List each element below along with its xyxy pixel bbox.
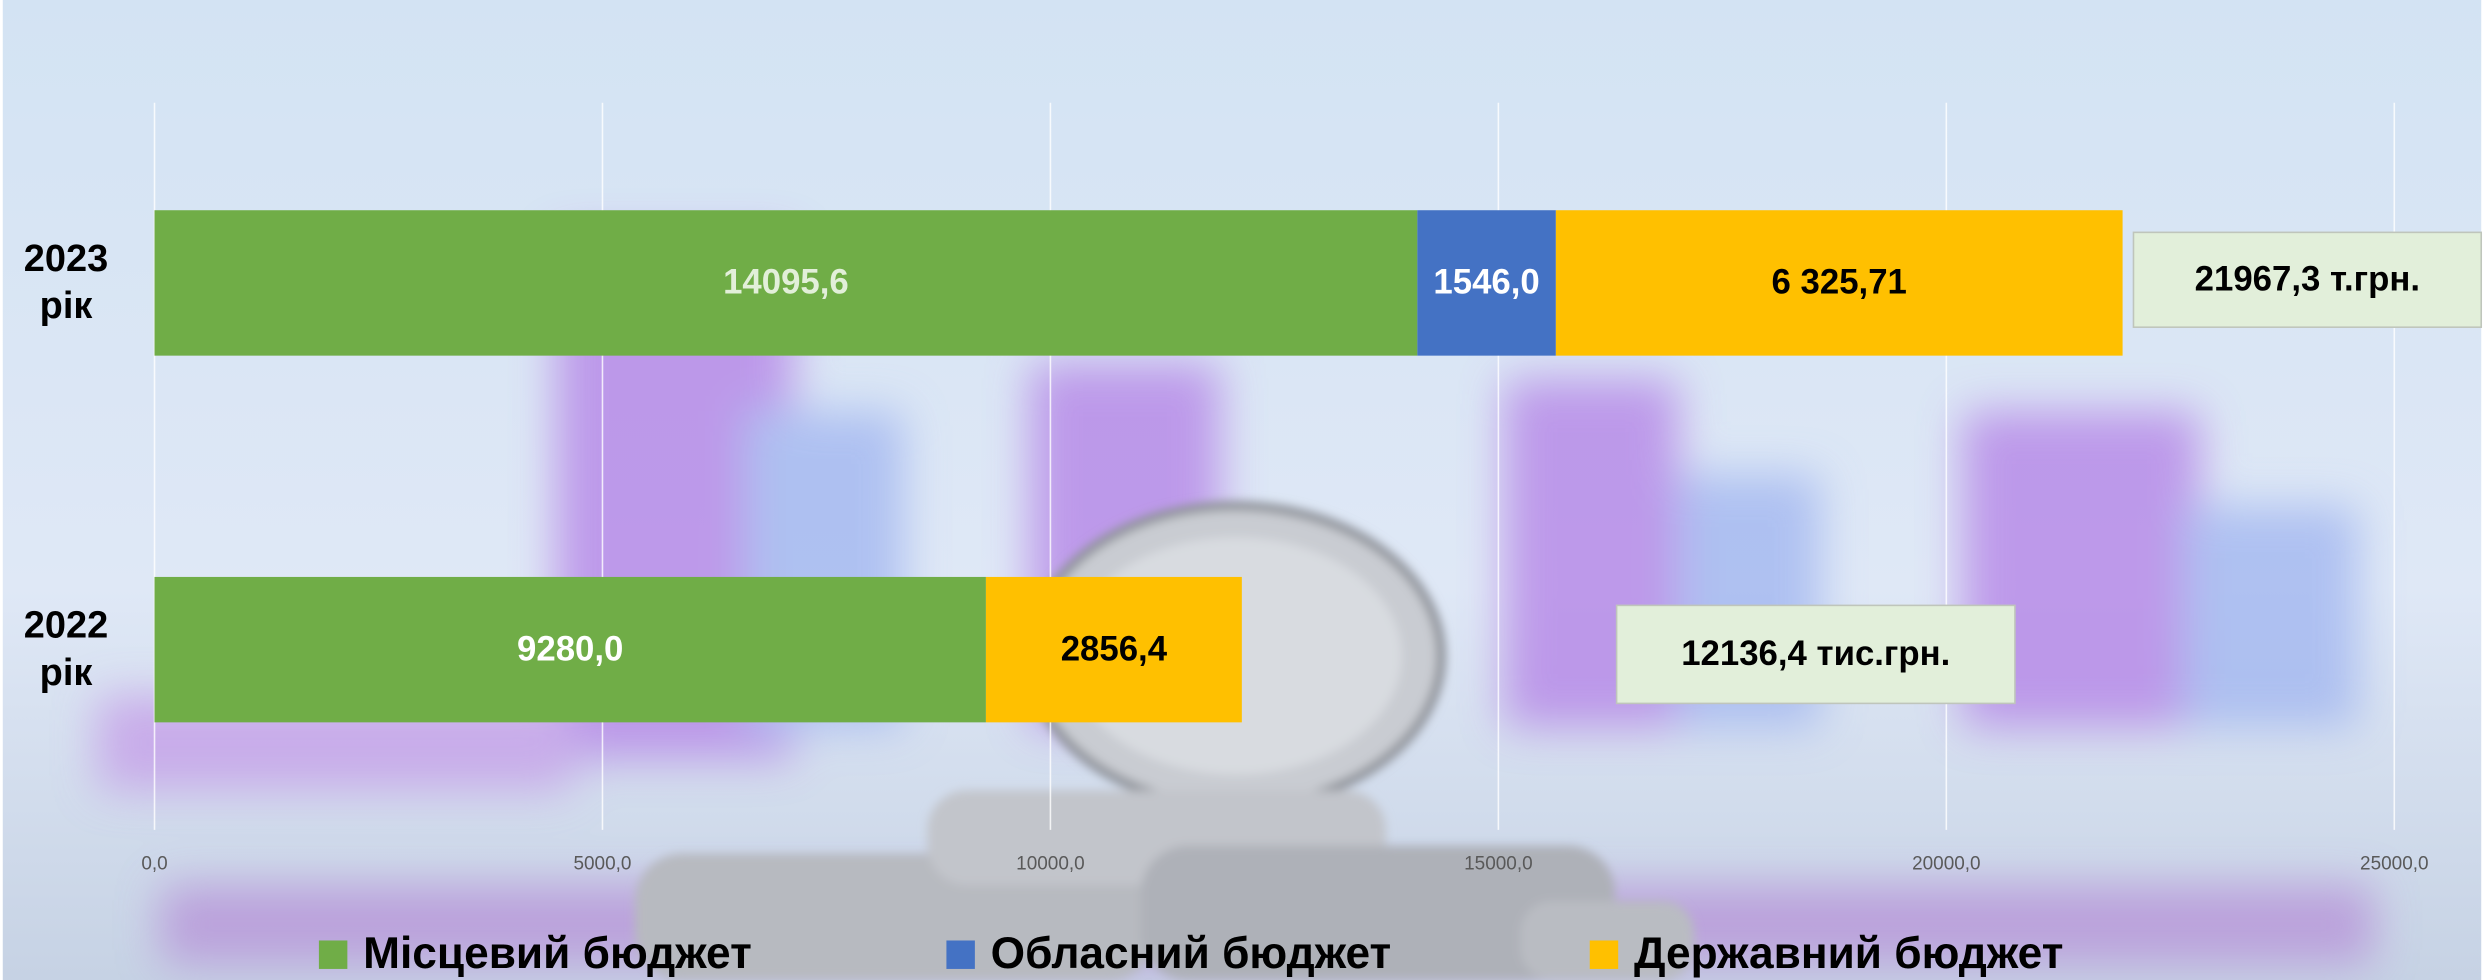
value-label: 9280,0 [517,630,623,668]
legend-swatch [946,940,974,968]
x-tick-label: 15000,0 [1464,854,1533,875]
x-tick-label: 20000,0 [1912,854,1981,875]
value-label: 1546,0 [1433,264,1539,302]
chart: 0,05000,010000,015000,020000,025000,0202… [0,0,2484,980]
x-tick-label: 5000,0 [573,854,631,875]
value-label: 6 325,71 [1772,264,1907,302]
legend-label: Державний бюджет [1634,929,2063,978]
x-tick-label: 10000,0 [1016,854,1085,875]
value-label: 14095,6 [723,264,849,302]
legend-label: Місцевий бюджет [363,929,752,978]
total-label: 21967,3 т.грн. [2195,261,2420,299]
value-label: 2856,4 [1061,630,1168,668]
legend-label: Обласний бюджет [991,929,1392,978]
x-tick-label: 0,0 [141,854,167,875]
legend-swatch [1590,940,1618,968]
legend-swatch [319,940,347,968]
x-tick-label: 25000,0 [2360,854,2429,875]
total-label: 12136,4 тис.грн. [1681,635,1950,673]
background [3,0,2481,980]
